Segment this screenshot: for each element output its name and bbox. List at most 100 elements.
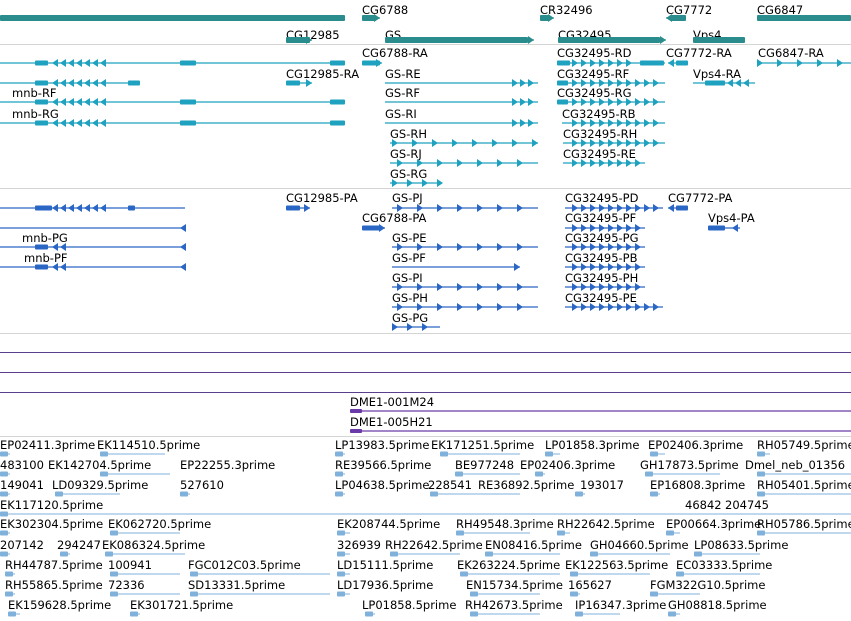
est-feature-2-3[interactable] <box>0 487 851 501</box>
protein-CG32495-PH[interactable] <box>0 280 851 294</box>
protein-mnb-PF[interactable] <box>0 260 851 274</box>
est-feature-0-5[interactable] <box>0 447 851 461</box>
transcript-CG6788-RA[interactable] <box>0 56 851 70</box>
protein-CG32495-PD[interactable] <box>0 201 851 215</box>
est-feature-2-4[interactable] <box>0 487 851 501</box>
est-feature-5-7[interactable] <box>0 547 851 561</box>
est-feature-5-3[interactable] <box>0 547 851 561</box>
transcript-CG32495-RF[interactable] <box>0 76 851 90</box>
est-feature-5-4[interactable] <box>0 547 851 561</box>
protein-Vps4-PA[interactable] <box>0 221 851 235</box>
est-feature-4-4[interactable] <box>0 526 851 540</box>
transcript-mnb-RB[interactable] <box>0 76 851 90</box>
est-feature-2-2[interactable] <box>0 487 851 501</box>
protein-CG32495-PF[interactable] <box>0 221 851 235</box>
gene-mnb[interactable] <box>0 11 851 25</box>
protein-mnb-PA[interactable] <box>0 201 851 215</box>
gene-CR32496[interactable] <box>0 11 851 25</box>
est-feature-5-2[interactable] <box>0 547 851 561</box>
est-feature-8-5[interactable] <box>0 607 851 621</box>
est-feature-2-6[interactable] <box>0 487 851 501</box>
est-feature-4-1[interactable] <box>0 526 851 540</box>
gene-CG7772[interactable] <box>0 11 851 25</box>
est-feature-7-0[interactable] <box>0 587 851 601</box>
est-feature-1-1[interactable] <box>0 467 851 481</box>
est-feature-2-0[interactable] <box>0 487 851 501</box>
est-feature-7-6[interactable] <box>0 587 851 601</box>
est-feature-2-5[interactable] <box>0 487 851 501</box>
est-feature-8-0[interactable] <box>0 607 851 621</box>
protein-CG12985-PA[interactable] <box>0 201 851 215</box>
transcript-mnb-RF[interactable] <box>0 95 851 109</box>
est-feature-0-4[interactable] <box>0 447 851 461</box>
est-feature-0-1[interactable] <box>0 447 851 461</box>
est-feature-0-2[interactable] <box>0 447 851 461</box>
protein-GS-PH[interactable] <box>0 300 851 314</box>
clone-DME1-001M24[interactable] <box>0 404 851 418</box>
est-feature-3-0[interactable] <box>0 507 851 521</box>
gene-CG6788[interactable] <box>0 11 851 25</box>
transcript-CG6847-RA[interactable] <box>0 56 851 70</box>
est-feature-4-5[interactable] <box>0 526 851 540</box>
est-feature-7-2[interactable] <box>0 587 851 601</box>
gene-GS[interactable] <box>0 33 851 47</box>
est-feature-8-2[interactable] <box>0 607 851 621</box>
protein-mnb-PG[interactable] <box>0 240 851 254</box>
est-feature-4-0[interactable] <box>0 526 851 540</box>
est-feature-4-2[interactable] <box>0 526 851 540</box>
transcript-CG32495-RE[interactable] <box>0 156 851 170</box>
est-feature-7-5[interactable] <box>0 587 851 601</box>
est-feature-6-2[interactable] <box>0 567 851 581</box>
transcript-CG7772-RA[interactable] <box>0 56 851 70</box>
transcript-GS-RG[interactable] <box>0 176 851 190</box>
protein-CG32495-PB[interactable] <box>0 260 851 274</box>
est-feature-6-6[interactable] <box>0 567 851 581</box>
protein-GS-PE[interactable] <box>0 240 851 254</box>
est-feature-1-0[interactable] <box>0 467 851 481</box>
transcript-GS-RF[interactable] <box>0 95 851 109</box>
est-feature-1-2[interactable] <box>0 467 851 481</box>
transcript-mnb-RG[interactable] <box>0 116 851 130</box>
transcript-CG32495-RB[interactable] <box>0 116 851 130</box>
est-feature-5-0[interactable] <box>0 547 851 561</box>
est-feature-8-4[interactable] <box>0 607 851 621</box>
est-feature-2-1[interactable] <box>0 487 851 501</box>
transcript-CG12985-RA[interactable] <box>0 76 851 90</box>
protein-GS-PF[interactable] <box>0 260 851 274</box>
est-feature-8-1[interactable] <box>0 607 851 621</box>
transcript-GS-RE[interactable] <box>0 76 851 90</box>
est-feature-1-5[interactable] <box>0 467 851 481</box>
transcript-GS-RJ[interactable] <box>0 156 851 170</box>
protein-mnb-PB[interactable] <box>0 221 851 235</box>
protein-GS-PJ[interactable] <box>0 201 851 215</box>
est-feature-6-5[interactable] <box>0 567 851 581</box>
protein-GS-PG[interactable] <box>0 320 851 334</box>
clone-DME1-005H21[interactable] <box>0 424 851 438</box>
est-feature-0-0[interactable] <box>0 447 851 461</box>
est-feature-0-3[interactable] <box>0 447 851 461</box>
transcript-CG32495-RG[interactable] <box>0 95 851 109</box>
transcript-GS-RI[interactable] <box>0 116 851 130</box>
est-feature-1-3[interactable] <box>0 467 851 481</box>
protein-GS-PI[interactable] <box>0 280 851 294</box>
est-feature-2-7[interactable] <box>0 487 851 501</box>
gene-CG6847[interactable] <box>0 11 851 25</box>
est-feature-7-1[interactable] <box>0 587 851 601</box>
est-feature-7-3[interactable] <box>0 587 851 601</box>
est-feature-4-6[interactable] <box>0 526 851 540</box>
protein-CG7772-PA[interactable] <box>0 201 851 215</box>
est-feature-4-3[interactable] <box>0 526 851 540</box>
est-feature-8-3[interactable] <box>0 607 851 621</box>
gene-Vps4[interactable] <box>0 33 851 47</box>
est-feature-6-1[interactable] <box>0 567 851 581</box>
transcript-GS-RH[interactable] <box>0 136 851 150</box>
protein-CG6788-PA[interactable] <box>0 221 851 235</box>
gene-CG32495[interactable] <box>0 33 851 47</box>
transcript-CG32495-RD[interactable] <box>0 56 851 70</box>
transcript-CG32495-RH[interactable] <box>0 136 851 150</box>
est-feature-6-0[interactable] <box>0 567 851 581</box>
est-feature-1-6[interactable] <box>0 467 851 481</box>
est-feature-5-1[interactable] <box>0 547 851 561</box>
transcript-Vps4-RA[interactable] <box>0 76 851 90</box>
est-feature-6-3[interactable] <box>0 567 851 581</box>
